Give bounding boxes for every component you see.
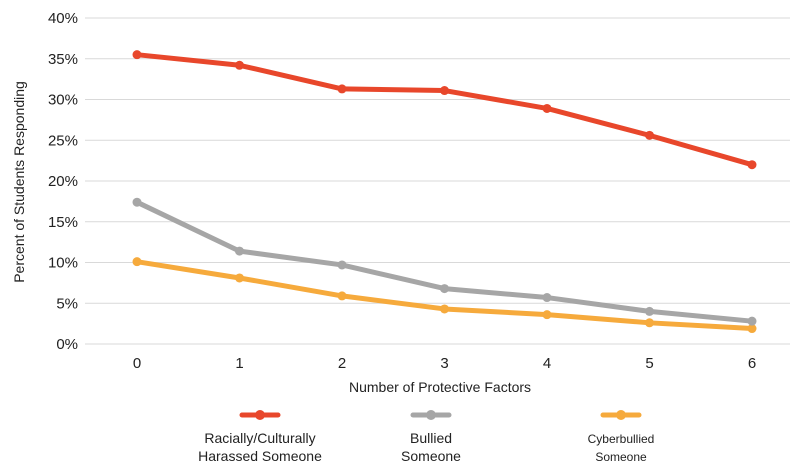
data-point — [645, 318, 654, 328]
data-point — [235, 246, 244, 256]
data-point — [542, 310, 552, 320]
series-group — [132, 257, 757, 334]
series-line — [134, 259, 755, 332]
y-axis-ticks: 0% 5% 10% 15% 20% 25% 30% 35% 40% — [48, 10, 78, 353]
legend-label: Harassed Someone — [198, 448, 322, 464]
x-tick-label: 1 — [235, 355, 243, 372]
data-point — [440, 86, 449, 96]
data-point — [235, 60, 244, 70]
y-tick-label: 0% — [56, 336, 78, 353]
data-point — [542, 293, 552, 303]
data-point — [747, 316, 757, 326]
series-line — [134, 52, 755, 168]
legend-item: Racially/Culturally Harassed Someone — [198, 410, 322, 464]
legend-item: Bullied Someone — [401, 410, 461, 464]
x-tick-label: 6 — [748, 355, 756, 372]
y-axis-label: Percent of Students Responding — [11, 81, 27, 283]
data-point — [235, 273, 244, 283]
legend-label: Bullied — [410, 430, 452, 446]
y-tick-label: 40% — [48, 10, 78, 27]
x-tick-label: 0 — [133, 355, 141, 372]
legend-label: Someone — [595, 450, 647, 464]
series-group — [132, 197, 757, 326]
data-series — [132, 50, 757, 334]
legend-swatch-marker — [255, 410, 265, 420]
y-tick-label: 35% — [48, 51, 78, 68]
y-tick-label: 25% — [48, 132, 78, 149]
gridlines — [85, 17, 790, 345]
y-tick-label: 20% — [48, 173, 78, 190]
data-point — [337, 291, 347, 301]
x-tick-label: 3 — [440, 355, 448, 372]
y-tick-label: 10% — [48, 255, 78, 272]
data-point — [440, 304, 449, 314]
data-point — [645, 130, 654, 140]
data-point — [337, 84, 347, 94]
data-point — [132, 50, 142, 60]
legend: Racially/Culturally Harassed Someone Bulli… — [198, 410, 654, 464]
legend-label: Cyberbullied — [588, 432, 655, 446]
legend-label: Racially/Culturally — [204, 430, 315, 446]
data-point — [542, 103, 552, 113]
y-tick-label: 15% — [48, 214, 78, 231]
data-point — [645, 306, 654, 316]
series-group — [132, 50, 757, 170]
x-tick-label: 4 — [543, 355, 551, 372]
x-axis-ticks: 0 1 2 3 4 5 6 — [133, 355, 756, 372]
data-point — [337, 260, 347, 270]
legend-label: Someone — [401, 448, 461, 464]
y-tick-label: 5% — [56, 295, 78, 312]
legend-swatch-marker — [426, 410, 436, 420]
data-point — [132, 197, 142, 207]
data-point — [747, 324, 757, 334]
data-point — [440, 284, 449, 294]
x-tick-label: 2 — [338, 355, 346, 372]
legend-swatch-marker — [616, 410, 626, 420]
data-point — [747, 160, 757, 170]
data-point — [132, 257, 142, 267]
x-tick-label: 5 — [645, 355, 653, 372]
x-axis-label: Number of Protective Factors — [349, 379, 531, 395]
legend-item: Cyberbullied Someone — [588, 410, 655, 464]
y-tick-label: 30% — [48, 92, 78, 109]
